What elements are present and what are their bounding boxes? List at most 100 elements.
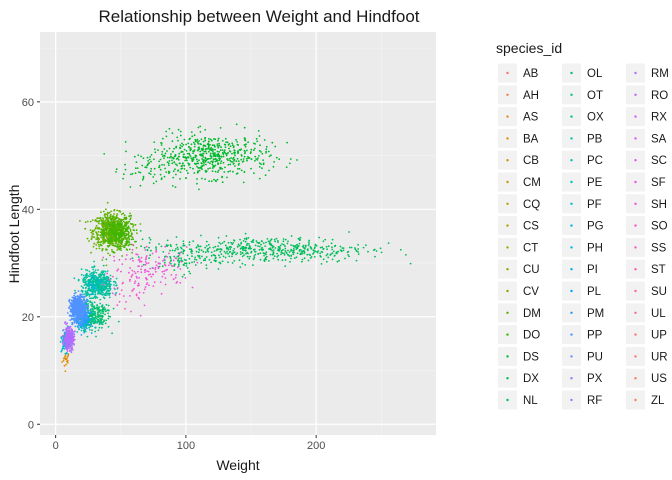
data-point	[265, 241, 267, 244]
data-point	[160, 142, 162, 144]
data-point	[209, 143, 211, 146]
legend-key-point	[634, 224, 637, 227]
data-point	[224, 252, 227, 255]
data-point	[129, 278, 131, 281]
data-point	[126, 222, 129, 225]
data-point	[71, 330, 74, 333]
data-point	[140, 268, 142, 271]
data-point	[145, 278, 148, 281]
data-point	[165, 269, 167, 272]
data-point	[324, 238, 327, 241]
data-point	[268, 260, 270, 262]
data-point	[193, 145, 196, 148]
data-point	[109, 213, 112, 216]
data-point	[122, 218, 125, 221]
data-point	[254, 253, 257, 256]
data-point	[166, 161, 169, 164]
data-point	[197, 170, 199, 173]
data-point	[246, 157, 248, 160]
data-point	[105, 258, 108, 261]
data-point	[79, 324, 82, 326]
data-point	[113, 237, 116, 240]
data-point	[154, 266, 157, 269]
data-point	[229, 159, 232, 162]
data-point	[163, 270, 166, 273]
data-point	[188, 257, 191, 260]
legend-key-point	[634, 289, 637, 293]
data-point	[237, 167, 239, 170]
data-point	[229, 163, 232, 166]
data-point	[325, 260, 328, 263]
data-point	[261, 249, 264, 252]
data-point	[111, 242, 114, 244]
data-point	[211, 167, 214, 170]
data-point	[271, 253, 274, 256]
data-point	[200, 234, 202, 237]
data-point	[210, 155, 213, 158]
legend-key-point	[506, 224, 509, 227]
data-point	[265, 148, 268, 151]
data-point	[192, 240, 195, 243]
data-point	[85, 318, 87, 320]
data-point	[224, 166, 226, 169]
data-point	[115, 217, 118, 220]
data-point	[71, 344, 73, 347]
data-point	[219, 248, 222, 250]
data-point	[232, 156, 235, 159]
data-point	[84, 221, 87, 224]
data-point	[107, 325, 110, 328]
data-point	[81, 312, 84, 315]
data-point	[116, 209, 118, 212]
data-point	[73, 335, 76, 338]
data-point	[76, 321, 79, 324]
data-point	[108, 237, 110, 240]
data-point	[207, 161, 210, 164]
data-point	[299, 238, 301, 241]
data-point	[119, 232, 121, 235]
data-point	[295, 256, 298, 259]
data-point	[168, 264, 170, 267]
data-point	[100, 211, 102, 214]
data-point	[95, 315, 97, 318]
data-point	[237, 150, 240, 153]
data-point	[91, 293, 93, 296]
data-point	[183, 138, 186, 141]
data-point	[179, 171, 182, 174]
data-point	[82, 310, 84, 313]
data-point	[82, 325, 85, 328]
data-point	[112, 250, 115, 253]
data-point	[100, 277, 102, 280]
data-point	[96, 235, 99, 237]
data-point	[270, 248, 272, 251]
data-point	[113, 233, 115, 236]
data-point	[212, 254, 215, 256]
data-point	[63, 345, 65, 347]
data-point	[82, 286, 84, 289]
data-point	[83, 313, 86, 315]
data-point	[107, 287, 109, 290]
data-point	[274, 247, 277, 249]
data-point	[129, 258, 132, 260]
data-point	[199, 125, 202, 128]
data-point	[97, 243, 100, 246]
data-point	[136, 167, 139, 170]
data-point	[119, 245, 121, 248]
data-point	[228, 143, 231, 145]
data-point	[93, 285, 96, 288]
data-point	[185, 259, 187, 262]
data-point	[87, 278, 90, 281]
data-point	[284, 238, 287, 241]
data-point	[296, 247, 299, 250]
data-point	[262, 242, 265, 245]
data-point	[242, 160, 245, 163]
data-point	[265, 253, 267, 256]
data-point	[214, 245, 217, 248]
data-point	[121, 245, 123, 248]
data-point	[104, 270, 107, 273]
data-point	[178, 261, 181, 264]
data-point	[78, 308, 81, 311]
data-point	[155, 250, 158, 252]
data-point	[99, 231, 102, 234]
data-point	[71, 308, 74, 311]
data-point	[124, 238, 127, 240]
